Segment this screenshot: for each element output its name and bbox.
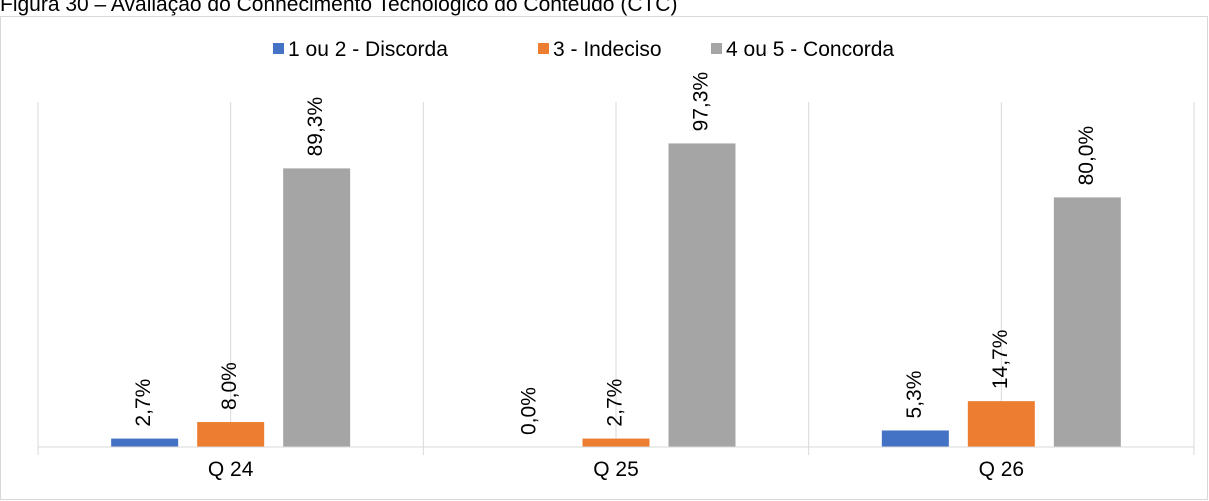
data-label: 5,3% (903, 371, 926, 419)
gridlines (37, 102, 1195, 447)
x-tick-label: Q 25 (593, 458, 639, 481)
x-axis: Q 24 Q 25 Q 26 (37, 446, 1195, 481)
data-label: 14,7% (989, 330, 1012, 390)
data-label: 0,0% (518, 387, 541, 435)
legend: 1 ou 2 - Discorda 3 - Indeciso 4 ou 5 - Co… (273, 38, 894, 61)
bar (668, 143, 736, 447)
bar (1053, 197, 1121, 447)
bars (111, 143, 1121, 447)
legend-label: 3 - Indeciso (553, 38, 662, 61)
x-tick-label: Q 24 (208, 458, 254, 481)
bar (582, 438, 650, 447)
x-tick-label: Q 26 (979, 458, 1025, 481)
data-labels: 2,7% 0,0% 5,3% 8,0% 2,7% 14,7% 89,3% 97,3% 80,0% (132, 72, 1098, 435)
figure-caption: Figura 30 – Avaliação do Conhecimento Te… (0, 0, 678, 16)
data-label: 8,0% (218, 362, 241, 410)
bar (967, 401, 1035, 447)
data-label: 2,7% (132, 379, 155, 427)
legend-item: 4 ou 5 - Concorda (711, 38, 894, 61)
bar (111, 438, 179, 447)
bar (881, 430, 949, 447)
data-label: 2,7% (604, 379, 627, 427)
data-label: 80,0% (1075, 126, 1098, 186)
data-label: 97,3% (690, 72, 713, 132)
legend-swatch (273, 43, 284, 54)
legend-item: 3 - Indeciso (538, 38, 662, 61)
bar (283, 168, 351, 447)
data-label: 89,3% (304, 97, 327, 157)
legend-label: 1 ou 2 - Discorda (288, 38, 448, 61)
legend-swatch (711, 43, 722, 54)
legend-swatch (538, 43, 549, 54)
bar (197, 422, 265, 447)
legend-item: 1 ou 2 - Discorda (273, 38, 448, 61)
legend-label: 4 ou 5 - Concorda (726, 38, 894, 61)
